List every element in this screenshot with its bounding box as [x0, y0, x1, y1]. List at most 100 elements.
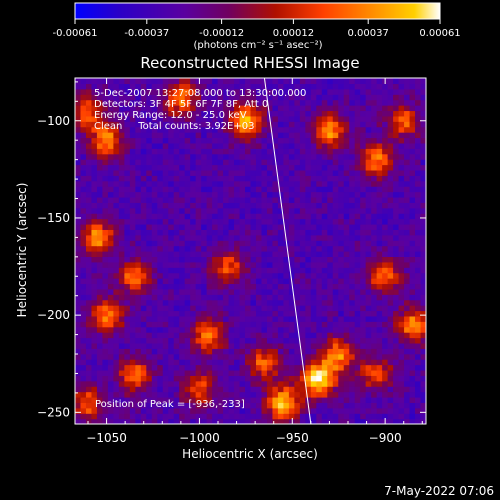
- heatmap-cell: [272, 207, 279, 214]
- heatmap-cell: [151, 148, 158, 155]
- heatmap-cell: [387, 78, 394, 85]
- heatmap-cell: [327, 180, 334, 187]
- heatmap-cell: [223, 223, 230, 230]
- heatmap-cell: [288, 391, 295, 398]
- heatmap-cell: [146, 153, 153, 160]
- heatmap-cell: [398, 375, 405, 382]
- heatmap-cell: [168, 105, 175, 112]
- heatmap-cell: [360, 418, 367, 424]
- heatmap-cell: [349, 369, 356, 376]
- heatmap-cell: [277, 272, 285, 279]
- heatmap-cell: [272, 261, 279, 268]
- heatmap-cell: [168, 218, 175, 225]
- heatmap-cell: [299, 169, 306, 176]
- heatmap-cell: [354, 105, 361, 112]
- heatmap-cell: [195, 342, 202, 349]
- heatmap-cell: [162, 267, 169, 274]
- heatmap-cell: [371, 83, 378, 90]
- heatmap-cell: [288, 164, 295, 171]
- heatmap-cell: [371, 283, 378, 290]
- heatmap-cell: [250, 418, 257, 424]
- heatmap-cell: [85, 105, 93, 112]
- heatmap-cell: [365, 240, 372, 247]
- heatmap-cell: [212, 148, 219, 155]
- heatmap-cell: [96, 202, 104, 209]
- heatmap-cell: [332, 234, 339, 241]
- heatmap-cell: [387, 229, 394, 236]
- heatmap-cell: [162, 99, 169, 106]
- heatmap-cell: [234, 407, 241, 414]
- heatmap-cell: [354, 413, 361, 420]
- heatmap-cell: [305, 342, 312, 349]
- heatmap-cell: [294, 348, 301, 355]
- heatmap-cell: [234, 283, 241, 290]
- heatmap-cell: [398, 283, 405, 290]
- heatmap-cell: [140, 251, 147, 258]
- heatmap-cell: [398, 78, 405, 85]
- heatmap-cell: [316, 207, 323, 214]
- heatmap-cell: [393, 229, 400, 236]
- heatmap-cell: [360, 153, 367, 160]
- heatmap-cell: [206, 121, 213, 128]
- heatmap-cell: [305, 386, 312, 393]
- heatmap-cell: [387, 234, 394, 241]
- heatmap-cell: [124, 207, 131, 214]
- heatmap-cell: [223, 132, 230, 139]
- heatmap-cell: [151, 369, 158, 376]
- heatmap-cell: [338, 110, 345, 117]
- heatmap-cell: [255, 180, 263, 187]
- heatmap-cell: [354, 294, 361, 301]
- heatmap-cell: [195, 175, 202, 182]
- heatmap-cell: [96, 337, 104, 344]
- heatmap-cell: [212, 99, 219, 106]
- heatmap-cell: [294, 267, 301, 274]
- heatmap-cell: [343, 240, 350, 247]
- heatmap-cell: [140, 375, 147, 382]
- heatmap-cell: [201, 191, 208, 198]
- heatmap-cell: [409, 251, 416, 258]
- heatmap-cell: [179, 310, 186, 317]
- heatmap-cell: [316, 364, 323, 371]
- heatmap-cell: [272, 169, 279, 176]
- heatmap-cell: [217, 164, 224, 171]
- heatmap-cell: [118, 105, 125, 112]
- heatmap-cell: [201, 229, 208, 236]
- heatmap-cell: [261, 218, 268, 225]
- heatmap-cell: [393, 94, 400, 101]
- heatmap-cell: [102, 186, 109, 193]
- heatmap-cell: [316, 288, 323, 295]
- heatmap-cell: [206, 402, 213, 409]
- heatmap-cell: [332, 256, 339, 263]
- heatmap-cell: [184, 369, 191, 376]
- heatmap-cell: [288, 115, 295, 122]
- heatmap-cell: [371, 142, 378, 149]
- heatmap-cell: [299, 375, 306, 382]
- heatmap-cell: [255, 326, 263, 333]
- heatmap-cell: [184, 310, 191, 317]
- heatmap-cell: [80, 407, 87, 414]
- heatmap-cell: [179, 105, 186, 112]
- heatmap-cell: [338, 386, 345, 393]
- heatmap-cell: [272, 245, 279, 252]
- heatmap-cell: [179, 321, 186, 328]
- heatmap-cell: [288, 310, 295, 317]
- heatmap-cell: [305, 299, 312, 306]
- heatmap-cell: [140, 380, 147, 387]
- heatmap-cell: [201, 348, 208, 355]
- heatmap-cell: [173, 196, 180, 203]
- heatmap-cell: [415, 369, 422, 376]
- heatmap-cell: [102, 256, 109, 263]
- heatmap-cell: [124, 348, 131, 355]
- heatmap-cell: [365, 180, 372, 187]
- heatmap-cell: [239, 99, 246, 106]
- heatmap-cell: [190, 348, 197, 355]
- heatmap-cell: [299, 283, 306, 290]
- heatmap-cell: [179, 294, 186, 301]
- heatmap-cell: [321, 213, 328, 220]
- heatmap-cell: [107, 207, 114, 214]
- heatmap-cell: [85, 353, 93, 360]
- heatmap-cell: [343, 364, 350, 371]
- heatmap-cell: [398, 245, 405, 252]
- heatmap-cell: [140, 94, 147, 101]
- heatmap-cell: [349, 213, 356, 220]
